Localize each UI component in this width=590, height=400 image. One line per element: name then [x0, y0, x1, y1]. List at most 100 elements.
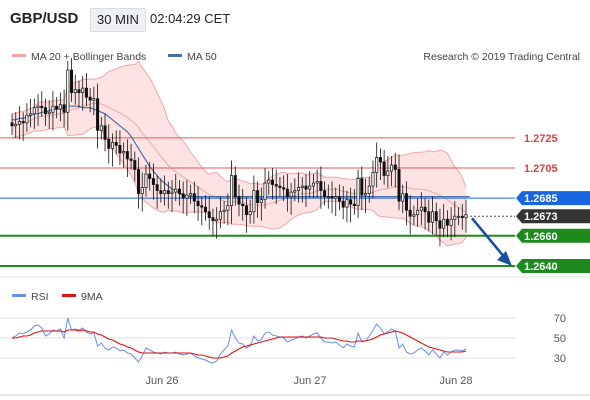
candle-body — [401, 193, 405, 202]
candle-body — [419, 206, 423, 211]
candle-body — [140, 187, 144, 194]
pivot-tag-label: 1.2685 — [524, 193, 558, 205]
candle-body — [137, 169, 141, 194]
projection-arrow-head — [497, 250, 512, 266]
rsi-plot: 30 50 70 — [0, 313, 566, 365]
candle-body — [360, 178, 364, 196]
candle-body — [174, 188, 178, 193]
x-axis: Jun 26 Jun 27 Jun 28 — [0, 375, 590, 396]
candle-body — [315, 181, 319, 184]
rsi-tick-label: 50 — [554, 333, 566, 345]
candle-body — [148, 173, 152, 179]
candle-body — [390, 164, 394, 172]
candle-body — [345, 199, 349, 208]
resistance-2-label: 1.2725 — [524, 133, 558, 145]
bollinger-legend-swatch — [12, 54, 26, 57]
candle-body — [233, 175, 237, 197]
candle-body — [453, 215, 457, 220]
candle-body — [14, 123, 18, 127]
candle-body — [77, 89, 81, 94]
rsi-tick-label: 70 — [554, 313, 566, 325]
timeframe-button[interactable]: 30 MIN — [90, 8, 146, 32]
candle-body — [311, 182, 315, 187]
candle-body — [293, 190, 297, 193]
rsi-ma-legend-label: 9MA — [81, 291, 103, 303]
candle-body — [177, 188, 181, 194]
x-tick-label: Jun 27 — [293, 375, 326, 387]
candle-body — [375, 157, 379, 173]
price-plot — [0, 58, 515, 267]
candle-body — [25, 114, 29, 124]
candle-body — [70, 69, 74, 94]
bollinger-upper-line — [11, 60, 467, 188]
candle-body — [181, 193, 185, 199]
candle-body — [382, 161, 386, 176]
projection-arrow-line — [471, 217, 506, 259]
rsi-tick-label: 30 — [554, 353, 566, 365]
candle-body — [356, 178, 360, 207]
ma50-line — [12, 105, 470, 198]
symbol-label: GBP/USD — [10, 10, 79, 27]
candle-body — [110, 142, 114, 149]
candle-body — [73, 89, 77, 94]
candle-body — [270, 179, 274, 185]
price-level-tags: 1.2725 1.2705 1.2685 1.2673 1.2660 1.2640 — [516, 133, 590, 273]
candle-body — [408, 209, 412, 217]
candle-body — [297, 187, 301, 191]
rsi-legend-label: RSI — [31, 291, 49, 303]
candle-body — [274, 184, 278, 187]
candle-body — [349, 199, 353, 205]
candle-body — [457, 215, 461, 218]
candle-body — [352, 203, 356, 207]
candle-body — [267, 179, 271, 184]
candle-body — [445, 218, 449, 226]
candle-body — [263, 182, 267, 200]
candle-body — [122, 151, 126, 154]
candle-body — [393, 164, 397, 170]
candle-body — [434, 211, 438, 222]
bollinger-lower-line — [11, 126, 467, 247]
candle-body — [51, 105, 55, 113]
candle-body — [192, 193, 196, 202]
candle-body — [323, 190, 327, 197]
candle-body — [185, 194, 189, 199]
candle-body — [404, 193, 408, 211]
candle-body — [17, 120, 21, 125]
candle-body — [326, 196, 330, 198]
source-label: Research © 2019 Trading Central — [423, 51, 580, 63]
resistance-1-label: 1.2705 — [524, 163, 558, 175]
candle-body — [442, 218, 446, 229]
candle-body — [230, 175, 234, 207]
candle-body — [248, 211, 252, 216]
candle-body — [367, 185, 371, 194]
candle-body — [259, 199, 263, 204]
candle-body — [166, 190, 170, 194]
candle-body — [66, 69, 70, 113]
candle-body — [252, 190, 256, 213]
candle-body — [211, 217, 215, 222]
candle-body — [308, 185, 312, 190]
candle-body — [43, 107, 47, 115]
candle-body — [215, 218, 219, 222]
candle-body — [319, 181, 323, 191]
candle-body — [300, 185, 304, 188]
candle-body — [337, 196, 341, 202]
candle-body — [29, 113, 33, 116]
candle-body — [118, 145, 122, 154]
candle-body — [222, 209, 226, 213]
candle-body — [438, 220, 442, 229]
candle-body — [170, 191, 174, 194]
bollinger-band-fill — [12, 61, 466, 246]
candle-body — [88, 96, 92, 101]
x-tick-label: Jun 28 — [439, 375, 472, 387]
candle-body — [237, 196, 241, 205]
candle-body — [155, 184, 159, 191]
candle-body — [341, 200, 345, 208]
candle-body — [159, 190, 163, 194]
candle-body — [371, 172, 375, 187]
candle-body — [151, 178, 155, 185]
candle-body — [207, 211, 211, 219]
chart-area: MA 20 + Bollinger Bands MA 50 Research ©… — [0, 51, 590, 396]
candle-body — [204, 206, 208, 213]
candle-body — [278, 185, 282, 188]
